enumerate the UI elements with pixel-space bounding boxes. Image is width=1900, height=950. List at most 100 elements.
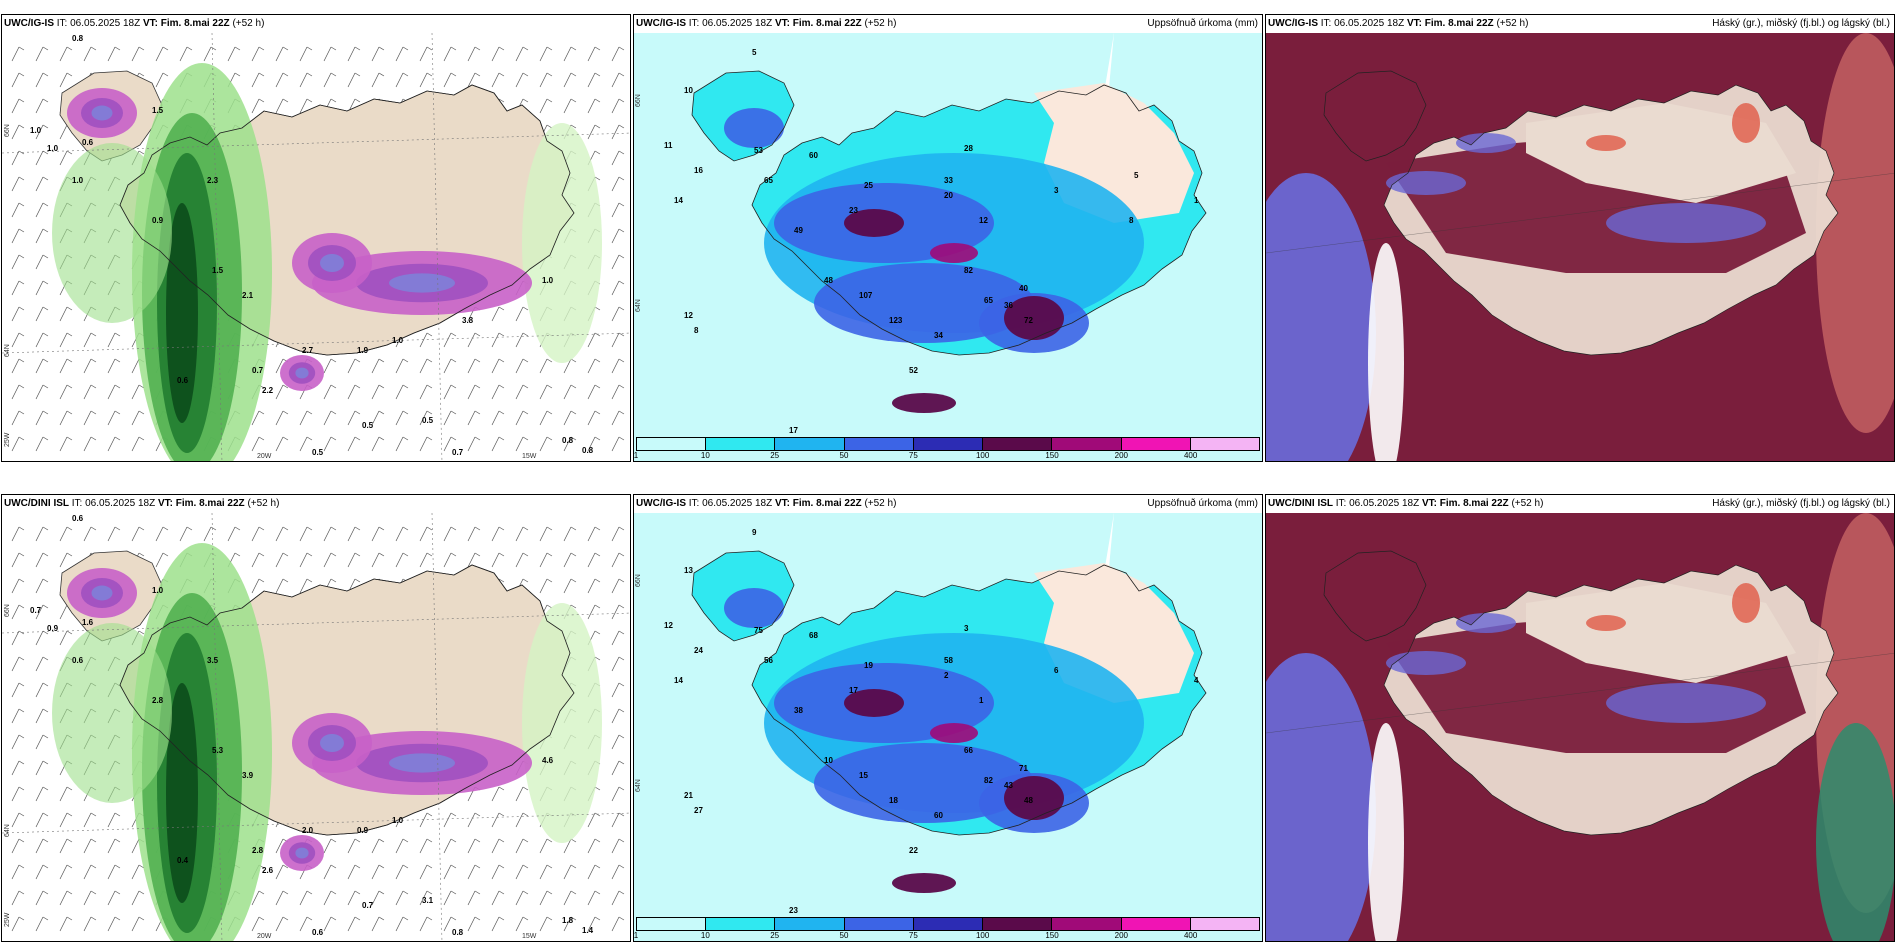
- wind-value-label: 2.6: [262, 866, 274, 875]
- axis-label: 64N: [4, 344, 11, 357]
- precip-value-label: 72: [1024, 316, 1033, 325]
- colorbar-tick-label: 100: [975, 451, 990, 460]
- panel-wind-igis: UWC/IG-IS IT: 06.05.2025 18Z VT: Fim. 8.…: [1, 14, 631, 462]
- precip-value-label: 2: [944, 671, 949, 680]
- precip-value-label: 19: [864, 661, 873, 670]
- precip-value-label: 10: [824, 756, 833, 765]
- precip-value-label: 17: [849, 686, 858, 695]
- colorbar-tick-label: 400: [1183, 451, 1198, 460]
- precip-value-label: 28: [964, 144, 973, 153]
- panel-subtitle: Uppsöfnuð úrkoma (mm): [1147, 498, 1258, 509]
- colorbar-tick-label: 75: [908, 451, 918, 460]
- colorbar-cell: [913, 438, 984, 450]
- colorbar-cell: [983, 918, 1053, 930]
- wind-map: 0.8 1.0 1.0 0.6 1.0 1.5 0.9 2.3 1.5 2.1 0.6 0.7 2.7 1…: [2, 33, 630, 461]
- wind-value-label: 2.8: [252, 846, 264, 855]
- precip-value-label: 17: [789, 426, 798, 435]
- wind-value-label: 1.0: [47, 144, 59, 153]
- colorbar-tick-label: 200: [1114, 451, 1129, 460]
- precip-value-label: 15: [859, 771, 868, 780]
- axis-label: 64N: [4, 824, 11, 837]
- precip-value-label: 56: [764, 656, 773, 665]
- wind-value-label: 0.4: [177, 856, 189, 865]
- wind-value-label: 3.5: [207, 656, 219, 665]
- colorbar-cell: [844, 438, 914, 450]
- axis-label: 20W: [257, 933, 272, 940]
- wind-value-label: 2.2: [262, 386, 274, 395]
- wind-value-label: 0.7: [452, 448, 464, 457]
- precip-value-label: 38: [794, 706, 803, 715]
- panel-title: UWC/DINI ISL IT: 06.05.2025 18Z VT: Fim.…: [4, 498, 280, 509]
- colorbar-tick-label: 150: [1045, 931, 1059, 940]
- precip-value-label: 123: [889, 316, 903, 325]
- axis-label: 66N: [635, 574, 642, 587]
- wind-value-label: 1.8: [562, 916, 574, 925]
- colorbar-tick-label: 25: [770, 931, 780, 940]
- wind-value-label: 1.0: [72, 176, 84, 185]
- wind-value-label: 0.8: [562, 436, 574, 445]
- precip-value-label: 1: [1194, 196, 1199, 205]
- precip-value-label: 18: [889, 796, 898, 805]
- colorbar-tick-label: 50: [839, 931, 849, 940]
- colorbar-cell: [913, 918, 984, 930]
- precip-value-label: 68: [809, 631, 818, 640]
- colorbar: 1 10 25 50 75 100 150 200 400: [634, 437, 1260, 460]
- panel-cloud-dini: UWC/DINI ISL IT: 06.05.2025 18Z VT: Fim.…: [1265, 494, 1895, 942]
- wind-value-label: 0.9: [47, 624, 59, 633]
- wind-value-label: 0.8: [582, 446, 594, 455]
- cloud-map: [1266, 33, 1894, 461]
- precip-value-label: 52: [909, 366, 918, 375]
- wind-value-label: 3.8: [462, 316, 474, 325]
- precip-value-label: 6: [1054, 666, 1059, 675]
- precip-value-label: 25: [864, 181, 873, 190]
- colorbar-tick-label: 400: [1183, 931, 1198, 940]
- axis-label: 25W: [4, 432, 11, 447]
- precip-value-label: 1: [979, 696, 984, 705]
- wind-value-label: 2.7: [302, 346, 314, 355]
- panel-title: UWC/DINI ISL IT: 06.05.2025 18Z VT: Fim.…: [1268, 498, 1890, 509]
- precip-value-label: 3: [1054, 186, 1059, 195]
- colorbar-tick-label: 150: [1045, 451, 1059, 460]
- precip-value-label: 12: [979, 216, 988, 225]
- axis-label: 64N: [635, 779, 642, 792]
- colorbar-cell: [1052, 438, 1122, 450]
- precip-value-label: 11: [664, 141, 673, 150]
- colorbar-cell: [775, 918, 845, 930]
- wind-value-label: 4.6: [542, 756, 554, 765]
- colorbar-cell: [1121, 438, 1191, 450]
- wind-value-label: 0.7: [30, 606, 42, 615]
- precip-value-label: 48: [1024, 796, 1033, 805]
- wind-value-label: 1.0: [392, 816, 404, 825]
- colorbar-tick-label: 200: [1114, 931, 1129, 940]
- precip-value-label: 13: [684, 566, 693, 575]
- colorbar-cell: [1190, 438, 1259, 450]
- precip-value-label: 20: [944, 191, 953, 200]
- colorbar-cell: [1190, 918, 1259, 930]
- wind-value-label: 0.6: [72, 514, 84, 523]
- wind-value-label: 2.0: [302, 826, 314, 835]
- precip-value-label: 14: [674, 676, 683, 685]
- colorbar-tick-label: 75: [908, 931, 918, 940]
- precip-value-label: 40: [1019, 284, 1028, 293]
- wind-value-label: 1.5: [212, 266, 224, 275]
- wind-value-label: 0.6: [72, 656, 84, 665]
- colorbar-tick-label: 10: [700, 451, 710, 460]
- colorbar: 1 10 25 50 75 100 150 200 400: [634, 917, 1260, 940]
- axis-label: 25W: [4, 912, 11, 927]
- precip-value-label: 5: [1134, 171, 1139, 180]
- precip-value-label: 27: [694, 806, 703, 815]
- wind-value-label: 0.9: [152, 216, 164, 225]
- precip-map: 5 10 11 16 53 65 49 60 25 23 14 12 8 17 48 107 123 52 34 82…: [634, 33, 1262, 461]
- colorbar-tick-label: 10: [700, 931, 710, 940]
- panel-precip-dini: UWC/IG-IS IT: 06.05.2025 18Z VT: Fim. 8.…: [633, 494, 1263, 942]
- panel-cloud-igis: UWC/IG-IS IT: 06.05.2025 18Z VT: Fim. 8.…: [1265, 14, 1895, 462]
- colorbar-cell: [706, 438, 776, 450]
- wind-value-label: 0.6: [82, 138, 94, 147]
- precip-value-label: 65: [984, 296, 993, 305]
- axis-label: 66N: [4, 124, 11, 137]
- panel-title: UWC/IG-IS IT: 06.05.2025 18Z VT: Fim. 8.…: [4, 18, 265, 29]
- precip-value-label: 49: [794, 226, 803, 235]
- colorbar-tick-label: 100: [975, 931, 990, 940]
- precip-value-label: 9: [752, 528, 757, 537]
- precip-value-label: 53: [754, 146, 763, 155]
